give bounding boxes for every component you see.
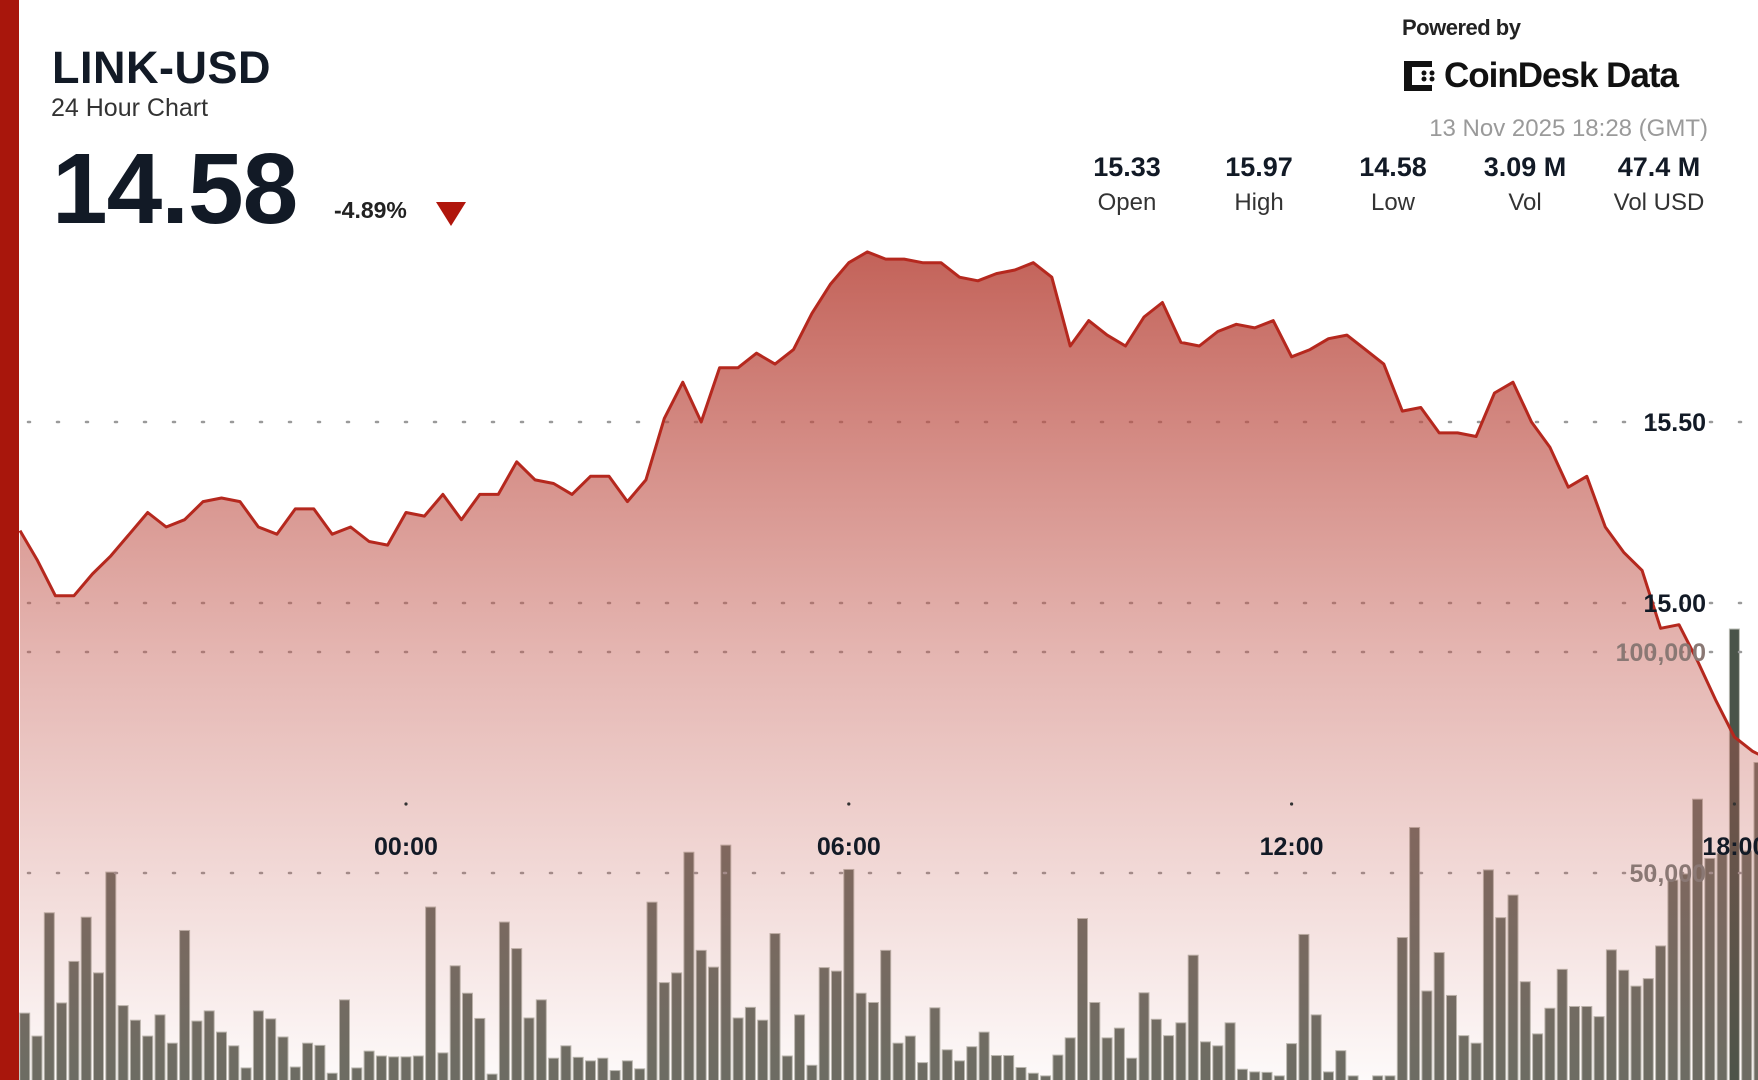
x-tick-mark (404, 802, 408, 806)
volume-axis-label: 50,000 (1630, 860, 1706, 888)
price-area (20, 251, 1758, 1080)
stat-value: 15.33 (1093, 152, 1161, 182)
accent-bar (0, 0, 19, 1080)
stat-value: 47.4 M (1617, 152, 1701, 182)
chart-subtitle: 24 Hour Chart (51, 94, 209, 122)
stat-value: 3.09 M (1483, 152, 1567, 182)
time-axis-label: 00:00 (374, 833, 438, 861)
x-tick-mark (1732, 802, 1736, 806)
stat-label: Vol USD (1613, 189, 1705, 216)
x-tick-mark (1290, 802, 1294, 806)
time-axis-label: 06:00 (817, 833, 881, 861)
stat-low: 14.58 Low (1328, 152, 1458, 217)
brand-name: CoinDesk Data (1444, 56, 1679, 95)
stat-label: Open (1097, 189, 1157, 216)
powered-by-label: Powered by (1402, 15, 1521, 40)
price-axis-label: 15.00 (1643, 590, 1706, 618)
stat-vol-usd: 47.4 M Vol USD (1594, 152, 1724, 217)
stat-label: Low (1370, 189, 1416, 216)
current-price: 14.58 (52, 133, 298, 245)
triangle-down-icon (436, 202, 466, 226)
timestamp: 13 Nov 2025 18:28 (GMT) (1429, 115, 1708, 142)
stat-open: 15.33 Open (1062, 152, 1192, 217)
stat-value: 15.97 (1225, 152, 1293, 182)
stat-value: 14.58 (1359, 152, 1427, 182)
time-axis-label: 18:00 (1702, 833, 1758, 861)
stat-vol: 3.09 M Vol (1460, 152, 1590, 217)
brand-logo: CoinDesk Data (1402, 56, 1679, 96)
coindesk-logo-icon (1402, 58, 1436, 94)
price-change-percent: -4.89% (334, 197, 407, 223)
time-axis-label: 12:00 (1260, 833, 1324, 861)
stat-high: 15.97 High (1194, 152, 1324, 217)
x-tick-mark (847, 802, 851, 806)
price-line (18, 250, 1758, 756)
price-axis-label: 15.50 (1643, 409, 1706, 437)
stat-label: High (1234, 189, 1284, 216)
symbol-title: LINK-USD (52, 42, 271, 93)
stat-label: Vol (1508, 189, 1542, 216)
volume-axis-label: 100,000 (1616, 639, 1706, 667)
axis-labels: 15.00 15.50 50,000 100,000 00:00 06:00 12:00 18… (374, 409, 1758, 888)
